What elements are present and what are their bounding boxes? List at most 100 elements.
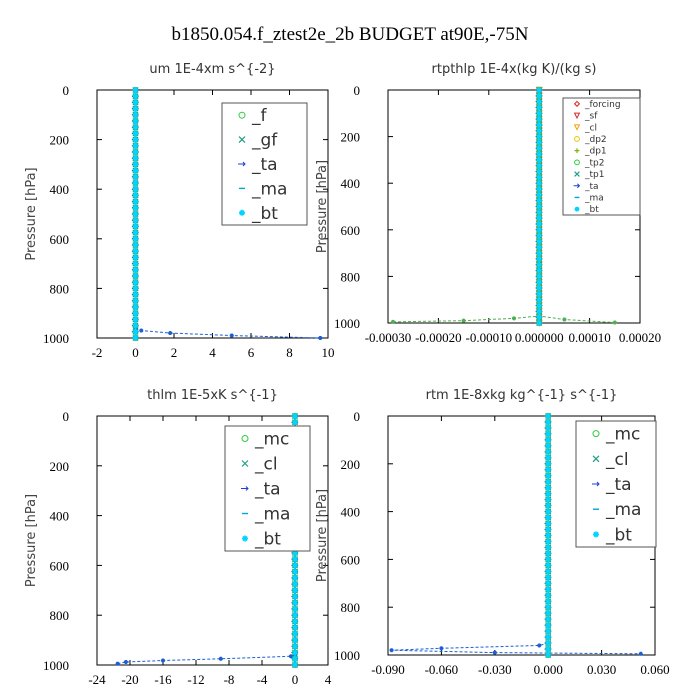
series-point — [292, 649, 298, 656]
surface-profile-line — [135, 327, 321, 339]
series-point — [132, 304, 139, 310]
series-point — [545, 574, 551, 580]
series-point — [292, 556, 298, 562]
y-tick-label: 600 — [341, 223, 361, 238]
y-tick-label: 400 — [341, 505, 361, 520]
series-point — [545, 520, 551, 527]
y-tick-label: 0 — [63, 409, 70, 424]
series-point — [292, 575, 298, 581]
x-tick-label: -0.060 — [425, 662, 459, 677]
series-point — [545, 556, 551, 562]
series-point — [292, 631, 298, 637]
legend-marker — [238, 111, 246, 119]
legend-label: _mc — [254, 430, 289, 450]
series-point — [536, 262, 542, 268]
series-point — [536, 151, 542, 157]
series-point — [292, 625, 298, 631]
series-point — [545, 616, 551, 622]
x-tick-label: -0.090 — [371, 662, 405, 677]
series-point — [292, 643, 298, 649]
series-point — [536, 320, 542, 326]
series-point — [545, 622, 551, 628]
x-tick-label: -16 — [154, 672, 172, 687]
series-point — [545, 592, 551, 598]
legend-label: _bt — [584, 205, 599, 215]
series-point — [545, 604, 551, 610]
series-point — [536, 116, 542, 122]
panel-title: rtpthlp 1E-4x(kg K)/(kg s) — [432, 62, 597, 77]
x-tick-label: 4 — [325, 672, 332, 687]
legend-marker — [241, 435, 249, 442]
series-point — [545, 640, 551, 646]
series-point — [132, 112, 139, 118]
series-point — [545, 473, 551, 479]
series-bt — [132, 87, 139, 341]
series-point — [545, 538, 551, 545]
legend-marker — [573, 183, 581, 189]
panel-rtpthlp: rtpthlp 1E-4x(kg K)/(kg s) Pressure [hPa]… — [315, 62, 661, 345]
series-point — [545, 497, 551, 503]
series-point — [536, 221, 542, 227]
x-tick-label: 0 — [132, 345, 139, 360]
series-point — [536, 157, 542, 163]
x-tick-label: 0.00020 — [619, 330, 661, 345]
legend-marker — [238, 161, 246, 167]
series-point — [132, 186, 139, 192]
surface-profile-point — [288, 654, 293, 659]
series-point — [132, 267, 139, 273]
legend-label: _cl — [584, 123, 597, 133]
series-point — [292, 600, 298, 606]
series-point — [536, 297, 542, 303]
y-tick-label: 0 — [354, 409, 361, 424]
series-point — [132, 316, 139, 322]
series-point — [536, 267, 542, 274]
y-tick-label: 400 — [341, 176, 361, 191]
series-point — [545, 628, 551, 634]
y-tick-label: 200 — [341, 130, 361, 145]
series-point — [545, 544, 551, 551]
x-tick-label: -0.030 — [478, 662, 512, 677]
series-point — [545, 467, 551, 473]
surface-profile-point — [168, 331, 173, 336]
x-tick-label: 0.030 — [587, 662, 616, 677]
surface-profile-point — [161, 658, 165, 663]
x-tick-label: 0.00010 — [568, 330, 610, 345]
y-tick-label: 1000 — [43, 658, 69, 673]
series-point — [132, 180, 139, 186]
surface-profile-point — [492, 650, 497, 655]
x-tick-label: -24 — [88, 672, 106, 687]
y-tick-label: 1000 — [43, 331, 69, 346]
series-point — [545, 526, 551, 533]
legend-label: _ma — [251, 179, 287, 199]
series-point — [132, 199, 139, 205]
series-point — [132, 242, 139, 248]
legend-label: _bt — [605, 525, 632, 545]
panel-title: thlm 1E-5xK s^{-1} — [147, 388, 278, 403]
legend-label: _gf — [251, 131, 278, 151]
series-point — [132, 149, 139, 155]
legend-marker — [574, 171, 580, 177]
legend-marker — [574, 136, 580, 142]
series-point — [132, 118, 139, 124]
series-point — [545, 550, 551, 557]
legend-marker — [242, 535, 248, 542]
legend-box — [562, 97, 641, 216]
series-point — [536, 256, 542, 262]
series-point — [545, 562, 551, 568]
x-tick-label: 0 — [292, 672, 299, 687]
legend-box — [221, 102, 308, 226]
y-axis-label: Pressure [hPa] — [315, 489, 330, 582]
legend-marker — [574, 206, 580, 212]
y-tick-label: 0 — [63, 83, 70, 98]
series-point — [132, 323, 139, 329]
series-point — [292, 581, 298, 587]
series-point — [536, 139, 542, 146]
series-point — [536, 99, 542, 105]
x-tick-label: -0.00030 — [365, 330, 412, 345]
legend-label: _sf — [584, 112, 598, 122]
series-point — [292, 569, 298, 575]
series-point — [536, 145, 542, 151]
legend-marker — [592, 481, 600, 487]
series-point — [292, 419, 298, 425]
series-point — [132, 168, 139, 174]
